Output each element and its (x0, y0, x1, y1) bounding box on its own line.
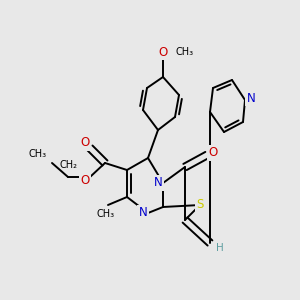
Text: N: N (247, 92, 255, 104)
Text: O: O (80, 173, 90, 187)
Text: CH₂: CH₂ (59, 160, 77, 170)
Text: O: O (208, 146, 217, 160)
Text: S: S (196, 199, 204, 212)
Text: CH₃: CH₃ (175, 47, 193, 57)
Text: H: H (216, 243, 224, 253)
Text: N: N (154, 176, 162, 190)
Text: O: O (80, 136, 90, 149)
Text: N: N (139, 206, 147, 220)
Text: CH₃: CH₃ (97, 209, 115, 219)
Text: O: O (158, 46, 168, 59)
Text: CH₃: CH₃ (29, 149, 47, 159)
